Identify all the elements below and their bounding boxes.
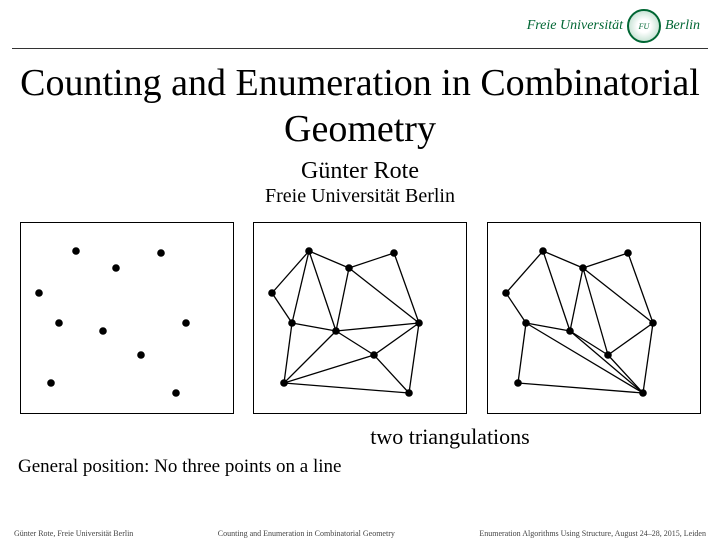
triangulation-edge xyxy=(336,331,374,355)
triangulation-edge xyxy=(608,323,653,355)
vertex-point xyxy=(268,289,276,297)
vertex-point xyxy=(280,379,288,387)
footer-left: Günter Rote, Freie Universität Berlin xyxy=(14,529,133,538)
triangulation-edge xyxy=(506,293,526,323)
triangulation-edge xyxy=(292,323,336,331)
vertex-point xyxy=(157,249,165,257)
triangulation-edge xyxy=(643,323,653,393)
vertex-point xyxy=(405,389,413,397)
triangulation-edge xyxy=(309,251,336,331)
header-rule xyxy=(12,48,708,49)
triangulation-edge xyxy=(284,383,409,393)
triangulation-edge xyxy=(272,293,292,323)
vertex-point xyxy=(649,319,657,327)
triangulation-edge xyxy=(309,251,349,268)
logo-text-left: Freie Universität xyxy=(527,18,623,34)
vertex-point xyxy=(172,389,180,397)
vertex-point xyxy=(72,247,80,255)
page-title: Counting and Enumeration in Combinatoria… xyxy=(20,61,700,152)
vertex-point xyxy=(579,264,587,272)
footer-center: Counting and Enumeration in Combinatoria… xyxy=(218,529,395,538)
triangulation-edge xyxy=(336,323,419,331)
vertex-point xyxy=(47,379,55,387)
vertex-point xyxy=(137,351,145,359)
university-logo: Freie Universität FU Berlin xyxy=(527,9,700,43)
vertex-point xyxy=(288,319,296,327)
triangulation-edge xyxy=(543,251,570,331)
vertex-point xyxy=(502,289,510,297)
general-position-note: General position: No three points on a l… xyxy=(18,456,720,478)
vertex-point xyxy=(305,247,313,255)
vertex-point xyxy=(624,249,632,257)
vertex-point xyxy=(415,319,423,327)
panel-points xyxy=(20,222,234,414)
panel-triangulation-a xyxy=(253,222,467,414)
triangulation-edge xyxy=(543,251,583,268)
vertex-point xyxy=(99,327,107,335)
triangulation-edge xyxy=(506,251,543,293)
vertex-point xyxy=(514,379,522,387)
vertex-point xyxy=(370,351,378,359)
vertex-point xyxy=(332,327,340,335)
seal-icon: FU xyxy=(627,9,661,43)
figure-caption: two triangulations xyxy=(0,424,720,450)
vertex-point xyxy=(604,351,612,359)
header: Freie Universität FU Berlin xyxy=(0,0,720,48)
triangulation-edge xyxy=(608,355,643,393)
triangulation-edge xyxy=(349,253,394,268)
vertex-point xyxy=(522,319,530,327)
triangulation-edge xyxy=(518,323,526,383)
footer-right: Enumeration Algorithms Using Structure, … xyxy=(479,529,706,538)
triangulation-edge xyxy=(336,268,349,331)
triangulation-edge xyxy=(284,323,292,383)
vertex-point xyxy=(639,389,647,397)
triangulation-edge xyxy=(570,268,583,331)
triangulation-edge xyxy=(374,323,419,355)
triangulation-edge xyxy=(583,253,628,268)
triangulation-edge xyxy=(374,355,409,393)
author-affiliation: Freie Universität Berlin xyxy=(0,185,720,208)
vertex-point xyxy=(112,264,120,272)
vertex-point xyxy=(390,249,398,257)
vertex-point xyxy=(182,319,190,327)
vertex-point xyxy=(539,247,547,255)
triangulation-edge xyxy=(570,331,643,393)
vertex-point xyxy=(35,289,43,297)
vertex-point xyxy=(566,327,574,335)
vertex-point xyxy=(55,319,63,327)
author-name: Günter Rote xyxy=(0,158,720,185)
figure-panels xyxy=(0,222,720,414)
footer: Günter Rote, Freie Universität Berlin Co… xyxy=(0,529,720,538)
triangulation-edge xyxy=(292,251,309,323)
triangulation-edge xyxy=(518,383,643,393)
triangulation-edge xyxy=(409,323,419,393)
panel-triangulation-b xyxy=(487,222,701,414)
logo-text-right: Berlin xyxy=(665,18,700,34)
vertex-point xyxy=(345,264,353,272)
triangulation-edge xyxy=(526,323,643,393)
